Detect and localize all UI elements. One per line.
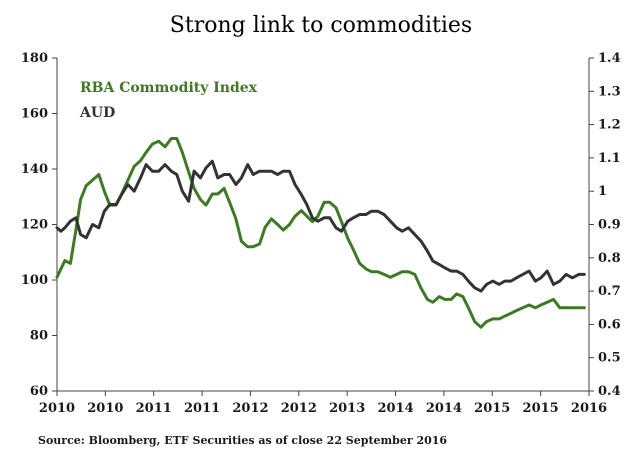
x-tick-label: 2014 xyxy=(377,401,413,416)
left-tick-label: 60 xyxy=(30,384,48,399)
x-tick-label: 2013 xyxy=(329,401,365,416)
right-tick-label: 0.7 xyxy=(598,284,621,299)
right-tick-label: 1 xyxy=(598,184,607,199)
x-tick-label: 2012 xyxy=(281,401,317,416)
x-ticks: 2010 2010 2011 2011 2012 2012 2013 2014 2014 2015… xyxy=(39,391,607,416)
axes xyxy=(56,58,590,392)
right-tick-label: 0.6 xyxy=(598,317,621,332)
right-tick-label: 0.5 xyxy=(598,351,621,366)
right-tick-label: 0.9 xyxy=(598,218,621,233)
x-tick-label: 2011 xyxy=(136,401,172,416)
legend-item-aud: AUD xyxy=(79,105,115,121)
right-tick-label: 0.4 xyxy=(598,384,621,399)
x-tick-label: 2014 xyxy=(426,401,462,416)
left-tick-label: 80 xyxy=(30,329,48,344)
left-y-ticks: 60 80 100 120 140 160 180 xyxy=(21,51,57,399)
left-tick-label: 180 xyxy=(21,51,48,66)
left-tick-label: 100 xyxy=(21,273,48,288)
legend-item-commodity: RBA Commodity Index xyxy=(80,80,258,96)
x-tick-label: 2012 xyxy=(232,401,268,416)
right-tick-label: 1.1 xyxy=(598,151,621,166)
chart-title: Strong link to commodities xyxy=(170,13,472,38)
left-tick-label: 160 xyxy=(21,107,48,122)
x-tick-label: 2010 xyxy=(87,401,123,416)
x-tick-label: 2015 xyxy=(523,401,559,416)
source-note: Source: Bloomberg, ETF Securities as of … xyxy=(38,434,447,447)
left-tick-label: 140 xyxy=(21,162,48,177)
right-y-ticks: 0.4 0.5 0.6 0.7 0.8 0.9 1 1.1 1.2 1.3 1.4 xyxy=(589,51,621,399)
right-tick-label: 1.2 xyxy=(598,118,621,133)
x-tick-label: 2011 xyxy=(184,401,220,416)
x-tick-label: 2015 xyxy=(474,401,510,416)
x-tick-label: 2010 xyxy=(39,401,75,416)
left-tick-label: 120 xyxy=(21,218,48,233)
series-line-aud xyxy=(55,159,586,293)
right-tick-label: 1.4 xyxy=(598,51,621,66)
series-line-commodity-index xyxy=(55,137,586,329)
right-tick-label: 1.3 xyxy=(598,84,621,99)
right-tick-label: 0.8 xyxy=(598,251,621,266)
legend: RBA Commodity Index AUD xyxy=(79,80,258,121)
x-tick-label: 2016 xyxy=(571,401,607,416)
series-lines xyxy=(55,137,586,329)
